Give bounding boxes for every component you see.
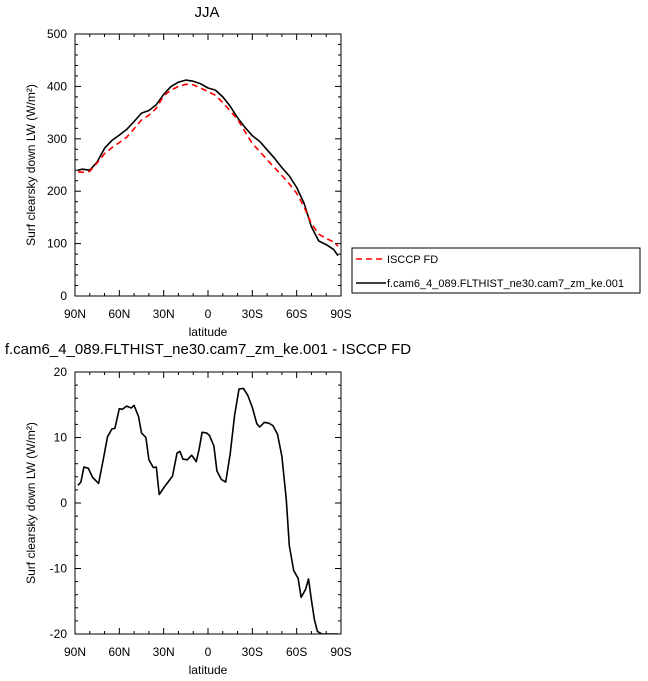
- top-x-tick-label: 0: [205, 307, 212, 321]
- top-y-tick-label: 100: [47, 237, 67, 251]
- top-chart: JJA 90N 60N 30N 0 30S 60S 90S 0 100 200 300 400 500…: [24, 4, 641, 339]
- top-plot-frame: [74, 33, 342, 297]
- legend-label-isccp: ISCCP FD: [387, 254, 438, 266]
- top-series-line-0: [77, 83, 339, 247]
- top-chart-x-tick-labels: 90N 60N 30N 0 30S 60S 90S: [64, 307, 352, 321]
- legend-box: [351, 247, 641, 294]
- bottom-chart-title: f.cam6_4_089.FLTHIST_ne30.cam7_zm_ke.001…: [5, 341, 411, 358]
- bottom-y-tick-label: 10: [54, 431, 68, 445]
- top-x-tick-label: 60N: [108, 307, 130, 321]
- top-x-tick-label: 90S: [330, 307, 351, 321]
- bottom-x-tick-label: 30N: [153, 645, 175, 659]
- bottom-x-axis-label: latitude: [189, 663, 228, 677]
- legend-label-model: f.cam6_4_089.FLTHIST_ne30.cam7_zm_ke.001: [387, 278, 624, 290]
- bottom-y-tick-label: -20: [50, 627, 68, 641]
- top-y-tick-label: 300: [47, 132, 67, 146]
- top-x-tick-label: 60S: [286, 307, 307, 321]
- bottom-chart-x-tick-labels: 90N 60N 30N 0 30S 60S 90S: [64, 645, 352, 659]
- bottom-x-tick-label: 60S: [286, 645, 307, 659]
- top-series-line-1: [77, 79, 339, 257]
- top-chart-ticks: [74, 33, 342, 297]
- top-y-tick-label: 200: [47, 184, 67, 198]
- bottom-series-line-0: [77, 387, 338, 634]
- top-x-tick-label: 90N: [64, 307, 86, 321]
- bottom-x-tick-label: 30S: [242, 645, 263, 659]
- bottom-x-tick-label: 90S: [330, 645, 351, 659]
- bottom-chart: f.cam6_4_089.FLTHIST_ne30.cam7_zm_ke.001…: [5, 341, 411, 677]
- top-y-tick-label: 0: [60, 289, 67, 303]
- top-chart-y-tick-labels: 0 100 200 300 400 500: [47, 27, 67, 303]
- bottom-y-tick-label: -10: [50, 562, 68, 576]
- top-y-tick-label: 500: [47, 27, 67, 41]
- bottom-y-axis-label: Surf clearsky down LW (W/m²): [24, 422, 38, 584]
- top-x-axis-label: latitude: [189, 325, 228, 339]
- top-x-tick-label: 30N: [153, 307, 175, 321]
- top-y-axis-label: Surf clearsky down LW (W/m²): [24, 84, 38, 246]
- top-x-tick-label: 30S: [242, 307, 263, 321]
- bottom-y-tick-label: 0: [60, 496, 67, 510]
- bottom-x-tick-label: 60N: [108, 645, 130, 659]
- bottom-x-tick-label: 90N: [64, 645, 86, 659]
- bottom-x-tick-label: 0: [205, 645, 212, 659]
- bottom-chart-series: [77, 387, 338, 634]
- top-y-tick-label: 400: [47, 79, 67, 93]
- bottom-plot-frame: [74, 371, 342, 635]
- top-chart-title: JJA: [194, 4, 219, 21]
- bottom-chart-y-tick-labels: -20 -10 0 10 20: [50, 365, 68, 641]
- legend: ISCCP FD f.cam6_4_089.FLTHIST_ne30.cam7_…: [351, 247, 641, 294]
- bottom-y-tick-label: 20: [54, 365, 68, 379]
- top-chart-series: [77, 79, 339, 257]
